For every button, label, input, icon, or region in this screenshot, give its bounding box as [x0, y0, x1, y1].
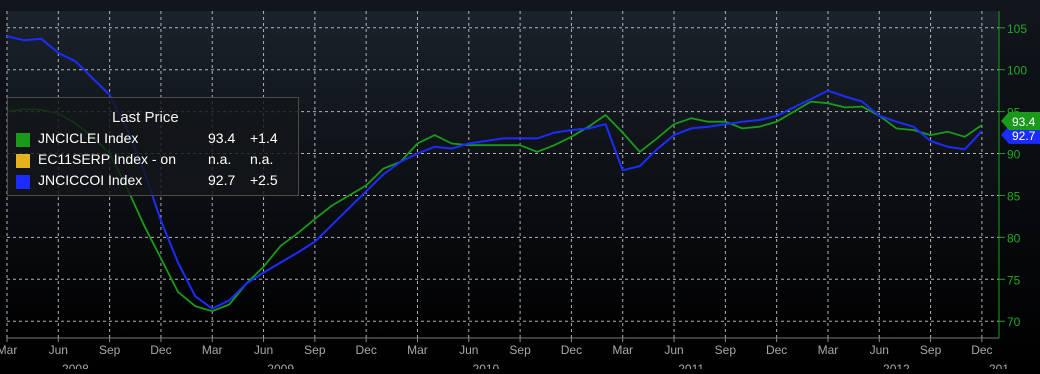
x-tick-label: Sep [99, 343, 121, 357]
y-tick-label: 100 [1007, 64, 1027, 78]
x-tick-label: Dec [356, 343, 377, 357]
x-tick-label: Mar [407, 343, 428, 357]
legend-name: EC11SERP Index - on [38, 151, 177, 167]
legend-item-ec11serp[interactable]: EC11SERP Index - on n.a. n.a. [16, 151, 296, 171]
last-value-badge: 93.4 [1001, 112, 1040, 131]
x-tick-label: Sep [304, 343, 326, 357]
series-line-jnciccoi[interactable] [6, 35, 983, 310]
legend-last-price: 93.4 [208, 130, 236, 146]
x-year-label: 2010 [473, 362, 500, 369]
x-year-label: 2009 [267, 362, 294, 369]
legend-name: JNCICCOI Index [38, 172, 143, 188]
y-tick-label: 80 [1007, 231, 1021, 245]
legend-swatch-jnciclei [16, 133, 30, 147]
x-tick-label: Mar [612, 343, 633, 357]
x-tick-label: Jun [870, 343, 889, 357]
legend-change: n.a. [250, 151, 274, 167]
x-tick-label: Dec [150, 343, 171, 357]
x-tick-label: Sep [715, 343, 737, 357]
x-tick-label: Mar [818, 343, 839, 357]
x-tick-label: Mar [202, 343, 223, 357]
legend-item-jnciclei[interactable]: JNCICLEI Index 93.4 +1.4 [16, 130, 296, 150]
y-tick-label: 75 [1007, 273, 1021, 287]
y-tick-label: 105 [1007, 22, 1027, 36]
y-tick-label: 85 [1007, 189, 1021, 203]
x-tick-label: Jun [459, 343, 478, 357]
legend-last-price: 92.7 [208, 172, 236, 188]
x-tick-label: Dec [971, 343, 992, 357]
legend-title: Last Price [112, 109, 179, 126]
series-line-jnciclei[interactable] [6, 100, 983, 313]
x-tick-label: Sep [920, 343, 942, 357]
x-year-label: 2012 [883, 362, 910, 369]
legend-name: JNCICLEI Index [38, 130, 139, 146]
y-tick-label: 90 [1007, 148, 1021, 162]
legend-change: +2.5 [250, 172, 278, 188]
x-tick-label: Jun [254, 343, 273, 357]
legend-swatch-ec11serp [16, 154, 30, 168]
x-tick-label: Dec [766, 343, 787, 357]
x-year-label: 2008 [62, 362, 89, 369]
x-tick-label: Sep [509, 343, 531, 357]
chart-legend: Last Price JNCICLEI Index 93.4 +1.4 EC11… [7, 97, 299, 196]
x-year-label: 201 [989, 362, 1009, 369]
last-value-label: 93.4 [1012, 115, 1036, 129]
legend-swatch-jnciccoi [16, 175, 30, 189]
grid-lines [6, 11, 999, 338]
axes: 105100959085807570MarJunSepDecMarJunSepD… [0, 11, 1027, 374]
last-value-badge: 92.7 [1001, 125, 1040, 144]
x-tick-label: Jun [49, 343, 68, 357]
legend-change: +1.4 [250, 130, 278, 146]
x-tick-label: Dec [561, 343, 582, 357]
x-tick-label: Mar [0, 343, 17, 357]
x-tick-label: Jun [664, 343, 683, 357]
y-tick-label: 70 [1007, 315, 1021, 329]
series-lines [6, 35, 983, 313]
legend-item-jnciccoi[interactable]: JNCICCOI Index 92.7 +2.5 [16, 172, 296, 192]
last-value-badges: 92.793.4 [1001, 112, 1040, 144]
x-year-label: 2011 [678, 362, 704, 369]
last-value-label: 92.7 [1012, 129, 1036, 143]
legend-last-price: n.a. [208, 151, 232, 167]
